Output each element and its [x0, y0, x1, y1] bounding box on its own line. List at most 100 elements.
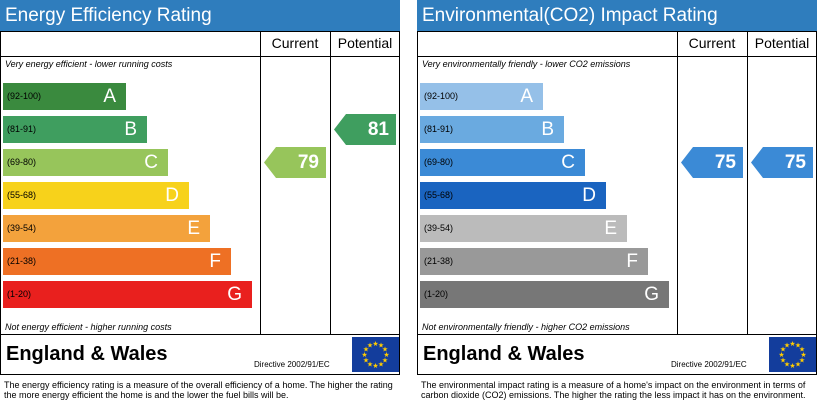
band-range-label: (21-38) [424, 256, 454, 266]
current-rating-value: 75 [714, 152, 736, 173]
potential-column-header: Potential [754, 35, 810, 51]
svg-text:★: ★ [382, 357, 388, 365]
svg-text:★: ★ [363, 357, 369, 365]
current-rating-arrow: 79 [264, 147, 326, 178]
band-letter-label: B [124, 119, 137, 140]
potential-column-header: Potential [337, 35, 393, 51]
energy-footer: England & Wales Directive 2002/91/EC ★ ★ ★… [0, 335, 400, 375]
svg-text:★: ★ [799, 357, 805, 365]
rating-band-d: (55-68) D [3, 182, 189, 209]
energy-description: The energy efficiency rating is a measur… [4, 380, 393, 400]
svg-text:★: ★ [800, 351, 806, 359]
band-letter-label: F [209, 251, 221, 272]
svg-text:★: ★ [378, 361, 384, 369]
bottom-caption: Not energy efficient - higher running co… [5, 322, 172, 332]
band-range-label: (92-100) [7, 91, 42, 101]
svg-text:★: ★ [372, 362, 378, 370]
band-letter-label: E [604, 218, 617, 239]
current-column-header: Current [271, 35, 319, 51]
rating-band-c: (69-80) C [420, 149, 585, 176]
top-caption: Very environmentally friendly - lower CO… [422, 59, 631, 69]
rating-band-g: (1-20) G [420, 281, 669, 308]
rating-band-a: (92-100) A [420, 83, 543, 110]
eu-flag-icon: ★ ★ ★ ★ ★ ★ ★ ★ ★ ★ ★ ★ [352, 337, 399, 372]
svg-text:★: ★ [367, 361, 373, 369]
rating-band-b: (81-91) B [3, 116, 147, 143]
band-range-label: (92-100) [424, 91, 459, 101]
band-letter-label: G [227, 284, 242, 305]
svg-text:★: ★ [361, 351, 367, 359]
bottom-caption: Not environmentally friendly - higher CO… [422, 322, 630, 332]
band-range-label: (1-20) [424, 289, 449, 299]
potential-rating-arrow: 75 [751, 147, 813, 178]
band-letter-label: B [541, 119, 554, 140]
svg-text:★: ★ [795, 361, 801, 369]
top-caption: Very energy efficient - lower running co… [5, 59, 173, 69]
band-range-label: (39-54) [424, 223, 454, 233]
rating-band-g: (1-20) G [3, 281, 252, 308]
rating-band-f: (21-38) F [420, 248, 648, 275]
band-range-label: (55-68) [7, 190, 37, 200]
potential-rating-value: 75 [784, 152, 806, 173]
rating-band-c: (69-80) C [3, 149, 168, 176]
band-letter-label: A [520, 86, 533, 107]
energy-panel-title: Energy Efficiency Rating [0, 0, 400, 31]
svg-text:★: ★ [372, 340, 378, 348]
region-label: England & Wales [423, 343, 585, 365]
band-range-label: (81-91) [424, 124, 454, 134]
rating-band-e: (39-54) E [3, 215, 210, 242]
potential-rating-value: 81 [367, 119, 389, 140]
band-letter-label: D [582, 185, 596, 206]
eu-flag-icon: ★ ★ ★ ★ ★ ★ ★ ★ ★ ★ ★ ★ [769, 337, 816, 372]
svg-text:★: ★ [382, 346, 388, 354]
environmental-footer: England & Wales Directive 2002/91/EC ★ ★ ★… [417, 335, 817, 375]
svg-text:★: ★ [367, 342, 373, 350]
svg-text:★: ★ [799, 346, 805, 354]
rating-band-d: (55-68) D [420, 182, 606, 209]
rating-band-f: (21-38) F [3, 248, 231, 275]
band-letter-label: A [103, 86, 116, 107]
band-range-label: (39-54) [7, 223, 37, 233]
band-range-label: (69-80) [7, 157, 37, 167]
band-range-label: (81-91) [7, 124, 37, 134]
current-rating-value: 79 [297, 152, 319, 173]
svg-text:★: ★ [780, 357, 786, 365]
current-rating-arrow: 75 [681, 147, 743, 178]
band-letter-label: C [144, 152, 158, 173]
svg-text:★: ★ [383, 351, 389, 359]
svg-text:★: ★ [378, 342, 384, 350]
column-divider [677, 32, 678, 334]
svg-text:★: ★ [789, 362, 795, 370]
svg-text:★: ★ [795, 342, 801, 350]
svg-text:★: ★ [784, 361, 790, 369]
region-label: England & Wales [6, 343, 168, 365]
band-range-label: (69-80) [424, 157, 454, 167]
environmental-rating-panel: Environmental(CO2) Impact Rating Current… [417, 0, 817, 419]
band-letter-label: C [561, 152, 575, 173]
environmental-description: The environmental impact rating is a mea… [421, 380, 806, 400]
rating-band-e: (39-54) E [420, 215, 627, 242]
rating-band-b: (81-91) B [420, 116, 564, 143]
rating-band-a: (92-100) A [3, 83, 126, 110]
band-letter-label: G [644, 284, 659, 305]
header-divider [1, 56, 399, 57]
svg-text:★: ★ [784, 342, 790, 350]
column-divider [747, 32, 748, 334]
svg-text:★: ★ [778, 351, 784, 359]
svg-text:★: ★ [780, 346, 786, 354]
energy-rating-chart: Current Potential Very energy efficient … [0, 31, 400, 335]
energy-rating-panel: Energy Efficiency Rating Current Potenti… [0, 0, 400, 419]
directive-label: Directive 2002/91/EC [254, 360, 330, 369]
header-divider [418, 56, 816, 57]
potential-rating-arrow: 81 [334, 114, 396, 145]
environmental-panel-title: Environmental(CO2) Impact Rating [417, 0, 817, 31]
band-range-label: (55-68) [424, 190, 454, 200]
band-letter-label: F [626, 251, 638, 272]
directive-label: Directive 2002/91/EC [671, 360, 747, 369]
svg-text:★: ★ [789, 340, 795, 348]
band-letter-label: D [165, 185, 179, 206]
column-divider [260, 32, 261, 334]
band-range-label: (21-38) [7, 256, 37, 266]
band-range-label: (1-20) [7, 289, 32, 299]
current-column-header: Current [688, 35, 736, 51]
